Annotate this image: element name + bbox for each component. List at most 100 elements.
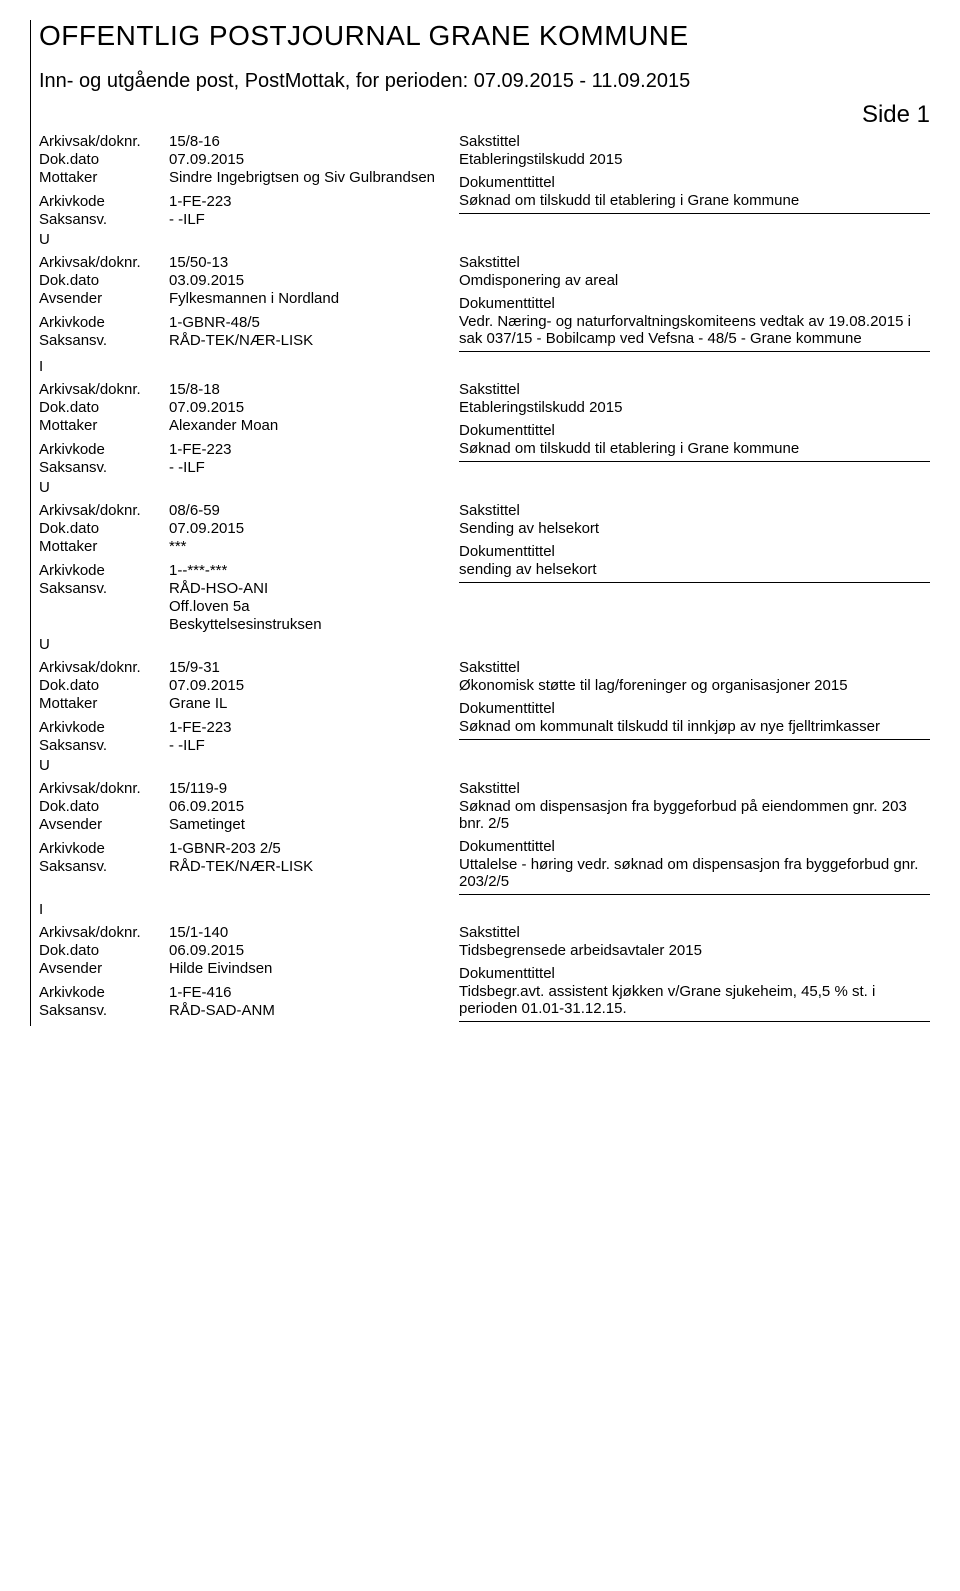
dokumenttittel-label: Dokumenttittel	[459, 543, 930, 560]
dokumenttittel-label: Dokumenttittel	[459, 422, 930, 439]
journal-entry: Arkivsak/doknr. 15/9-31 Dok.dato 07.09.2…	[39, 659, 930, 774]
page-number: Side 1	[39, 101, 930, 129]
dokumenttittel-label: Dokumenttittel	[459, 965, 930, 982]
dokumenttittel-label: Dokumenttittel	[459, 295, 930, 312]
sakstittel-label: Sakstittel	[459, 924, 930, 941]
party-label: Mottaker	[39, 538, 169, 555]
journal-entry: Arkivsak/doknr. 15/1-140 Dok.dato 06.09.…	[39, 924, 930, 1026]
extra-line: Off.loven 5a	[169, 598, 439, 615]
arkivkode-label: Arkivkode	[39, 719, 169, 736]
journal-entry: Arkivsak/doknr. 15/119-9 Dok.dato 06.09.…	[39, 780, 930, 918]
arkivsak-value: 15/8-16	[169, 133, 439, 150]
dokdato-label: Dok.dato	[39, 272, 169, 289]
dokdato-value: 06.09.2015	[169, 942, 439, 959]
dokdato-label: Dok.dato	[39, 151, 169, 168]
sakstittel-value: Omdisponering av areal	[459, 272, 930, 289]
sakstittel-label: Sakstittel	[459, 502, 930, 519]
arkivsak-label: Arkivsak/doknr.	[39, 659, 169, 676]
party-label: Avsender	[39, 816, 169, 833]
saksansv-label: Saksansv.	[39, 737, 169, 754]
dokdato-value: 06.09.2015	[169, 798, 439, 815]
dokdato-value: 07.09.2015	[169, 677, 439, 694]
party-label: Mottaker	[39, 417, 169, 434]
separator	[459, 739, 930, 740]
dokumenttittel-label: Dokumenttittel	[459, 174, 930, 191]
arkivkode-value: 1-FE-416	[169, 984, 439, 1001]
arkivsak-value: 15/9-31	[169, 659, 439, 676]
sakstittel-value: Økonomisk støtte til lag/foreninger og o…	[459, 677, 930, 694]
saksansv-label: Saksansv.	[39, 580, 169, 597]
arkivkode-label: Arkivkode	[39, 840, 169, 857]
dokdato-label: Dok.dato	[39, 399, 169, 416]
arkivkode-label: Arkivkode	[39, 984, 169, 1001]
dokdato-value: 03.09.2015	[169, 272, 439, 289]
party-label: Mottaker	[39, 695, 169, 712]
arkivkode-label: Arkivkode	[39, 193, 169, 210]
dokumenttittel-value: sending av helsekort	[459, 561, 930, 578]
saksansv-label: Saksansv.	[39, 1002, 169, 1019]
arkivsak-value: 08/6-59	[169, 502, 439, 519]
separator	[459, 213, 930, 214]
sakstittel-label: Sakstittel	[459, 659, 930, 676]
journal-entry: Arkivsak/doknr. 15/8-16 Dok.dato 07.09.2…	[39, 133, 930, 248]
arkivsak-label: Arkivsak/doknr.	[39, 502, 169, 519]
arkivsak-value: 15/8-18	[169, 381, 439, 398]
separator	[459, 894, 930, 895]
arkivsak-label: Arkivsak/doknr.	[39, 924, 169, 941]
arkivkode-label: Arkivkode	[39, 441, 169, 458]
arkivkode-value: 1--***-***	[169, 562, 439, 579]
saksansv-value: RÅD-HSO-ANI	[169, 580, 439, 597]
party-label: Avsender	[39, 290, 169, 307]
arkivsak-label: Arkivsak/doknr.	[39, 780, 169, 797]
dokumenttittel-value: Søknad om tilskudd til etablering i Gran…	[459, 440, 930, 457]
arkivkode-label: Arkivkode	[39, 314, 169, 331]
arkivkode-value: 1-GBNR-48/5	[169, 314, 439, 331]
party-value: Alexander Moan	[169, 417, 439, 434]
dokdato-value: 07.09.2015	[169, 151, 439, 168]
saksansv-label: Saksansv.	[39, 332, 169, 349]
sakstittel-label: Sakstittel	[459, 254, 930, 271]
arkivkode-value: 1-FE-223	[169, 193, 439, 210]
saksansv-value: RÅD-SAD-ANM	[169, 1002, 439, 1019]
page-subtitle: Inn- og utgående post, PostMottak, for p…	[39, 70, 930, 93]
journal-entry: Arkivsak/doknr. 15/50-13 Dok.dato 03.09.…	[39, 254, 930, 375]
dokumenttittel-label: Dokumenttittel	[459, 838, 930, 855]
arkivsak-label: Arkivsak/doknr.	[39, 381, 169, 398]
arkivsak-label: Arkivsak/doknr.	[39, 254, 169, 271]
party-value: Grane IL	[169, 695, 439, 712]
party-value: ***	[169, 538, 439, 555]
party-label: Avsender	[39, 960, 169, 977]
page-main-title: OFFENTLIG POSTJOURNAL GRANE KOMMUNE	[39, 20, 930, 52]
entry-indicator: U	[39, 479, 930, 496]
saksansv-label: Saksansv.	[39, 858, 169, 875]
saksansv-value: - -ILF	[169, 459, 439, 476]
dokdato-label: Dok.dato	[39, 677, 169, 694]
saksansv-value: - -ILF	[169, 737, 439, 754]
separator	[459, 582, 930, 583]
saksansv-label: Saksansv.	[39, 211, 169, 228]
arkivkode-label: Arkivkode	[39, 562, 169, 579]
arkivsak-value: 15/50-13	[169, 254, 439, 271]
sakstittel-value: Søknad om dispensasjon fra byggeforbud p…	[459, 798, 930, 832]
separator	[459, 1021, 930, 1022]
dokumenttittel-value: Uttalelse - høring vedr. søknad om dispe…	[459, 856, 930, 890]
dokumenttittel-value: Vedr. Næring- og naturforvaltningskomite…	[459, 313, 930, 347]
dokdato-label: Dok.dato	[39, 520, 169, 537]
dokdato-label: Dok.dato	[39, 798, 169, 815]
sakstittel-label: Sakstittel	[459, 780, 930, 797]
arkivsak-value: 15/1-140	[169, 924, 439, 941]
sakstittel-label: Sakstittel	[459, 133, 930, 150]
party-value: Sindre Ingebrigtsen og Siv Gulbrandsen	[169, 169, 439, 186]
arkivkode-value: 1-FE-223	[169, 719, 439, 736]
entry-indicator: U	[39, 757, 930, 774]
sakstittel-label: Sakstittel	[459, 381, 930, 398]
arkivkode-value: 1-FE-223	[169, 441, 439, 458]
sakstittel-value: Tidsbegrensede arbeidsavtaler 2015	[459, 942, 930, 959]
dokumenttittel-label: Dokumenttittel	[459, 700, 930, 717]
dokumenttittel-value: Søknad om tilskudd til etablering i Gran…	[459, 192, 930, 209]
dokumenttittel-value: Tidsbegr.avt. assistent kjøkken v/Grane …	[459, 983, 930, 1017]
saksansv-label: Saksansv.	[39, 459, 169, 476]
sakstittel-value: Sending av helsekort	[459, 520, 930, 537]
separator	[459, 351, 930, 352]
dokdato-value: 07.09.2015	[169, 399, 439, 416]
